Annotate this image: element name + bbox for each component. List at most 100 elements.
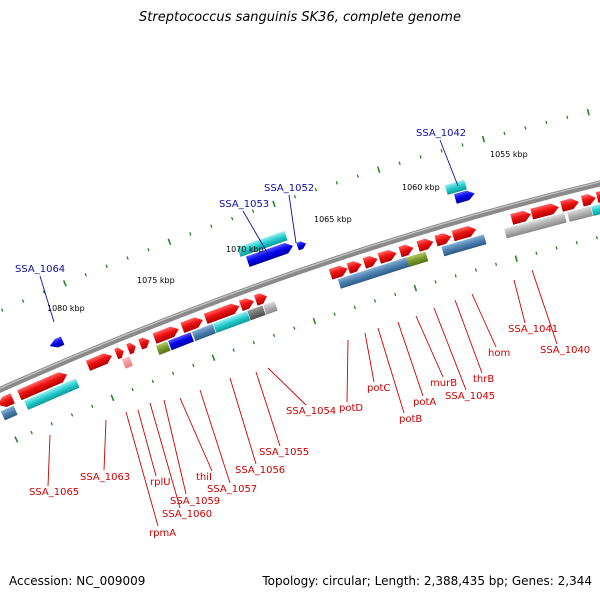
forward-cds-gene[interactable] [362,254,380,269]
label-connector [439,139,459,187]
accession-text: Accession: NC_009009 [9,574,146,588]
tick-mark [171,371,175,376]
feature-block[interactable] [263,301,278,315]
forward-cds-gene[interactable] [560,197,580,212]
forward-cds-gene[interactable] [398,243,415,258]
gene-label[interactable]: SSA_1055 [259,447,309,458]
forward-cds-gene[interactable] [180,315,204,333]
reverse-cds-gene[interactable] [245,241,295,267]
tick-mark [70,413,74,417]
tick-mark [110,394,115,402]
forward-cds-gene[interactable] [595,190,600,203]
tick-mark [413,284,418,292]
forward-cds-gene[interactable] [152,324,181,344]
label-connector [415,315,444,378]
reverse-cds-gene[interactable] [48,336,65,351]
feature-block[interactable] [155,341,171,356]
forward-cds-gene[interactable] [377,248,398,264]
feature-block[interactable] [504,212,567,239]
tick-mark [293,326,296,330]
tick-mark [167,238,172,246]
feature-block[interactable] [168,332,194,351]
tick-mark [151,379,155,384]
gene-label[interactable]: SSA_1063 [80,472,130,483]
label-connector [531,269,558,345]
bottom-labels: SSA_1065 SSA_1063 rplU rpmA SSA_1060 SSA… [29,324,590,539]
label-connector [471,293,497,348]
reverse-cds-gene[interactable] [454,189,476,204]
gene-label[interactable]: thrB [473,374,494,385]
label-connector [47,434,51,487]
gene-label[interactable]: hom [488,348,510,359]
label-connector [255,371,281,447]
gene-label[interactable]: potA [413,397,436,408]
tick-mark [474,268,477,272]
gene-label[interactable]: SSA_1064 [15,264,65,275]
gene-label[interactable]: SSA_1057 [207,484,257,495]
label-connector [179,397,213,472]
feature-block[interactable] [406,251,429,268]
tick-mark [535,251,538,255]
gene-label[interactable]: SSA_1042 [416,128,466,139]
forward-cds-gene[interactable] [238,296,256,312]
gene-label[interactable]: SSA_1054 [286,406,336,417]
forward-cds-gene[interactable] [530,202,560,220]
gene-label[interactable]: potC [367,383,390,394]
forward-cds-gene[interactable] [328,264,350,280]
forward-cds-gene[interactable] [451,224,478,242]
feature-block[interactable] [567,206,593,222]
feature-block[interactable] [213,311,251,333]
tick-mark [481,135,486,143]
tick-mark [454,274,457,278]
feature-block[interactable] [24,378,80,410]
gene-label[interactable]: SSA_1052 [264,183,314,194]
tick-mark [545,120,548,125]
forward-cds-gene[interactable] [0,393,15,410]
gene-label[interactable]: murB [430,378,457,389]
forward-cds-gene[interactable] [346,259,364,274]
forward-cds-gene[interactable] [416,237,435,252]
tick-mark [251,209,255,213]
label-connector [242,210,269,255]
tick-label: 1055 kbp [490,150,528,159]
gene-label[interactable]: SSA_1053 [219,199,269,210]
gene-label[interactable]: thiI [196,472,212,483]
top-labels: SSA_1064 SSA_1053 SSA_1052 SSA_1042 [15,128,466,275]
feature-block[interactable] [121,356,133,369]
reverse-cds-gene[interactable] [296,240,307,251]
forward-cds-gene[interactable] [17,370,69,401]
tick-mark [461,143,464,147]
gene-label[interactable]: SSA_1040 [540,345,590,356]
forward-cds-gene[interactable] [253,291,269,306]
tick-mark [419,155,422,159]
forward-cds-gene[interactable] [203,301,242,325]
forward-cds-gene[interactable] [580,192,597,207]
tick-mark [272,333,276,338]
feature-block[interactable] [444,179,467,195]
forward-cds-gene[interactable] [434,231,452,247]
gene-label[interactable]: SSA_1065 [29,487,79,498]
forward-cds-gene[interactable] [138,336,151,350]
gene-label[interactable]: rplU [150,477,171,488]
gene-label[interactable]: rpmA [149,528,176,539]
tick-label: 1060 kbp [402,183,440,192]
forward-cds-gene[interactable] [114,346,126,360]
feature-block[interactable] [441,234,487,257]
forward-cds-gene[interactable] [85,351,114,371]
feature-block[interactable] [0,405,18,421]
gene-label[interactable]: potB [399,414,422,425]
feature-block[interactable] [191,323,216,342]
feature-block[interactable] [591,201,600,216]
gene-label[interactable]: potD [339,403,363,414]
gene-label[interactable]: SSA_1060 [162,509,212,520]
forward-cds-gene[interactable] [126,341,138,355]
gene-label[interactable]: SSA_1045 [445,391,495,402]
forward-cds-gene[interactable] [510,209,532,225]
gene-label[interactable]: SSA_1059 [170,496,220,507]
gene-label[interactable]: SSA_1056 [235,465,285,476]
feature-block[interactable] [247,305,266,321]
gene-label[interactable]: SSA_1041 [508,324,558,335]
tick-mark [586,108,590,116]
feature-block[interactable] [337,257,410,289]
label-connector [397,321,424,397]
